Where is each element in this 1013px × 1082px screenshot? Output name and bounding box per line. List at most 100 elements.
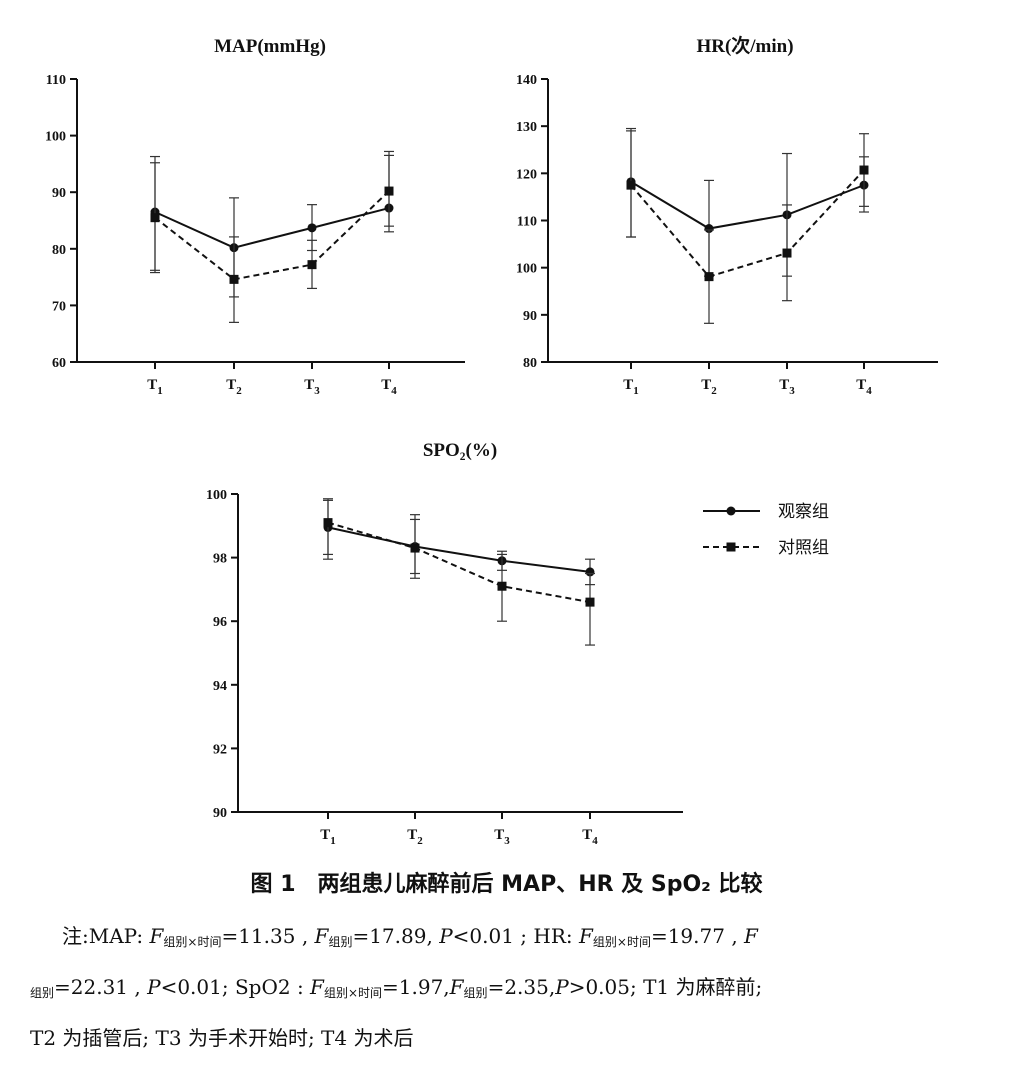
- series-observation: [150, 150, 394, 298]
- data-point: [497, 581, 507, 591]
- map-f-inter: =11.35 ,: [221, 924, 315, 948]
- legend-marker: [726, 506, 736, 516]
- x-tick-label: T2: [701, 377, 717, 397]
- y-tick-label: 94: [213, 679, 227, 694]
- y-tick-label: 120: [516, 167, 537, 182]
- x-tick-label: T1: [320, 827, 336, 847]
- x-tick-label: T4: [381, 377, 397, 397]
- y-tick-label: 70: [52, 299, 66, 314]
- series-control: [150, 154, 394, 323]
- y-tick-label: 96: [213, 615, 227, 630]
- spo-f-group: =2.35,: [487, 975, 556, 999]
- note-prefix: 注:MAP:: [62, 924, 150, 948]
- f-subscript: 组别: [328, 935, 353, 949]
- y-tick-label: 90: [52, 186, 66, 201]
- f-symbol: F: [314, 924, 329, 948]
- x-tick-label: T4: [582, 827, 598, 847]
- chart-title: HR(次/min): [696, 34, 793, 57]
- series-control: [626, 130, 869, 324]
- data-point: [704, 224, 714, 234]
- p-symbol: P: [555, 975, 569, 999]
- data-point: [626, 180, 636, 190]
- spo-p: >0.05; T1 为麻醉前;: [568, 975, 763, 999]
- y-tick-label: 98: [213, 552, 227, 567]
- x-tick-label: T1: [623, 377, 639, 397]
- map-f-group: =17.89,: [352, 924, 440, 948]
- data-point: [307, 223, 317, 233]
- data-point: [384, 186, 394, 196]
- data-point: [782, 248, 792, 258]
- data-point: [307, 260, 317, 270]
- y-tick-label: 90: [523, 309, 537, 324]
- hr-f-inter: =19.77 ,: [650, 924, 745, 948]
- data-point: [150, 213, 160, 223]
- spo-f-inter: =1.97,: [382, 975, 450, 999]
- data-point: [410, 543, 420, 553]
- series-control: [323, 499, 595, 646]
- series-line: [154, 207, 390, 249]
- f-symbol: F: [310, 975, 324, 999]
- y-tick-label: 100: [516, 262, 537, 277]
- hr-f-group: =22.31 ,: [54, 975, 148, 999]
- y-tick-label: 80: [523, 356, 537, 371]
- data-point: [859, 165, 869, 175]
- f-subscript: 组别×时间: [592, 935, 651, 949]
- y-tick-label: 130: [516, 120, 537, 135]
- y-tick-label: 80: [52, 243, 66, 258]
- legend-label: 对照组: [778, 538, 829, 558]
- map-p: <0.01 ; HR:: [452, 924, 579, 948]
- y-tick-label: 92: [213, 742, 227, 757]
- hr-p: <0.01; SpO2 :: [160, 975, 311, 999]
- data-point: [585, 567, 595, 577]
- y-tick-label: 90: [213, 806, 227, 821]
- chart-title: SPO₂(%): [423, 440, 497, 461]
- f-subscript: 组别×时间: [163, 935, 222, 949]
- x-tick-label: T4: [856, 377, 872, 397]
- f-symbol: F: [579, 924, 593, 948]
- series-line: [630, 169, 865, 278]
- series-observation: [626, 127, 869, 277]
- y-tick-label: 110: [46, 73, 66, 88]
- x-tick-label: T3: [494, 827, 510, 847]
- data-point: [323, 518, 333, 528]
- legend-marker: [726, 542, 736, 552]
- data-point: [229, 274, 239, 284]
- f-subscript: 组别: [463, 986, 488, 1000]
- chart-panel-2: HR(次/min) 80 90 100 110 120 130 140 T1 T2 T3 T4: [516, 34, 938, 397]
- series-line: [630, 180, 865, 230]
- y-tick-label: 60: [52, 356, 66, 371]
- x-tick-label: T2: [226, 377, 242, 397]
- y-tick-label: 140: [516, 73, 537, 88]
- series-line: [327, 526, 591, 573]
- x-tick-label: T1: [147, 377, 163, 397]
- f-symbol: F: [449, 975, 464, 999]
- f-symbol: F: [744, 924, 758, 948]
- figure-note: 注:MAP: F组别×时间=11.35 , F组别=17.89, P<0.01 …: [30, 914, 980, 1061]
- x-tick-label: T3: [779, 377, 795, 397]
- note-line-2: 组别=22.31 , P<0.01; SpO2 : F组别×时间=1.97,F组…: [30, 965, 980, 1016]
- f-subscript: 组别×时间: [323, 986, 382, 1000]
- note-line-1: 注:MAP: F组别×时间=11.35 , F组别=17.89, P<0.01 …: [30, 914, 980, 965]
- data-point: [585, 597, 595, 607]
- chart-panel-1: MAP(mmHg) 60 70 80 90 100 110 T1 T2 T3 T4: [45, 36, 465, 397]
- x-tick-label: T3: [304, 377, 320, 397]
- note-line-3: T2 为插管后; T3 为手术开始时; T4 为术后: [30, 1026, 414, 1050]
- f-subscript: 组别: [30, 986, 55, 1000]
- y-tick-label: 100: [206, 488, 227, 503]
- chart-title: MAP(mmHg): [214, 36, 326, 57]
- legend-label: 观察组: [778, 502, 829, 522]
- data-point: [704, 272, 714, 282]
- p-symbol: P: [147, 975, 161, 999]
- f-symbol: F: [149, 924, 164, 948]
- series-observation: [323, 498, 595, 586]
- p-symbol: P: [439, 924, 453, 948]
- series-line: [327, 521, 591, 604]
- y-tick-label: 110: [517, 215, 537, 230]
- figure-caption-title: 图 1 两组患儿麻醉前后 MAP、HR 及 SpO₂ 比较: [250, 872, 763, 897]
- x-tick-label: T2: [407, 827, 423, 847]
- series-line: [154, 190, 390, 281]
- y-tick-label: 100: [45, 130, 66, 145]
